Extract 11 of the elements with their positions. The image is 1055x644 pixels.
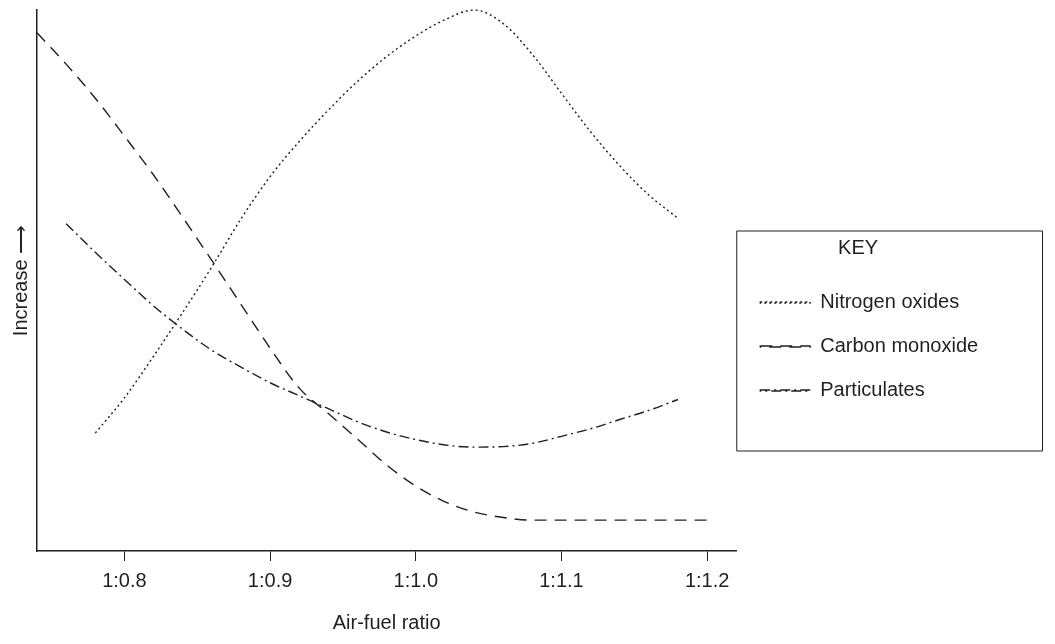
x-tick-label: 1:0.8	[102, 568, 147, 591]
y-axis-title: Increase ⟶	[8, 224, 31, 337]
legend-label: Carbon monoxide	[820, 334, 979, 357]
legend-label: Nitrogen oxides	[820, 290, 960, 313]
x-tick-label: 1:0.9	[247, 568, 293, 591]
x-tick-label: 1:1.0	[393, 568, 438, 591]
legend-label: Particulates	[820, 378, 925, 401]
legend-title: KEY	[838, 236, 879, 259]
x-tick-label: 1:1.2	[684, 568, 730, 591]
x-axis-title: Air-fuel ratio	[332, 610, 441, 633]
x-tick-label: 1:1.1	[539, 568, 584, 591]
